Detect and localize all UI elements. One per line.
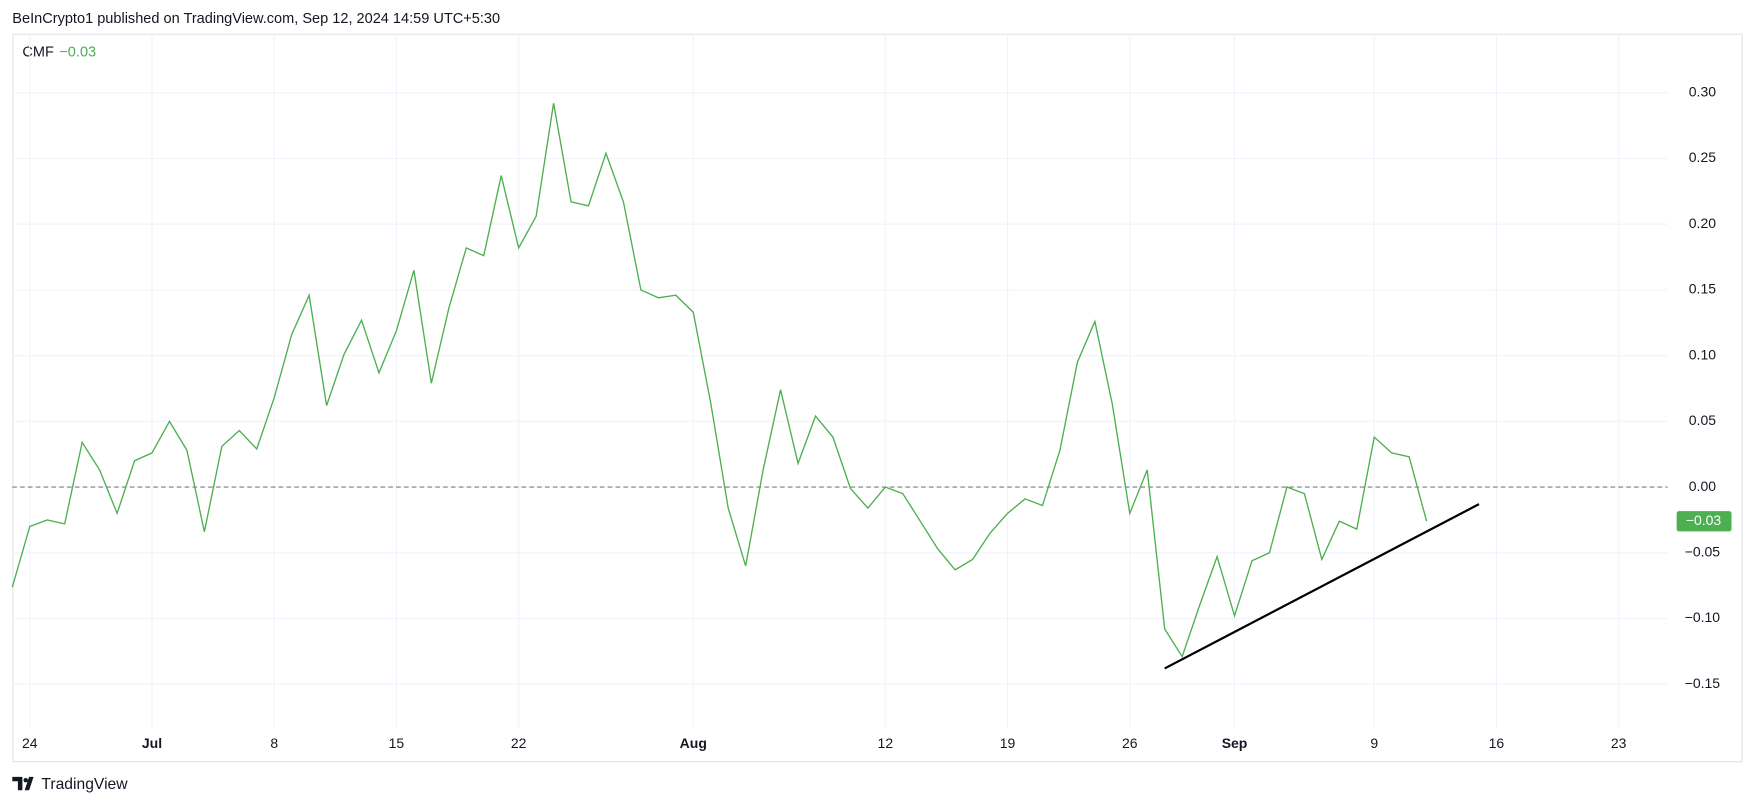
- footer-logo: [12, 776, 34, 791]
- y-tick-label: 0.25: [1689, 149, 1716, 165]
- x-tick-label: Jul: [142, 735, 162, 751]
- x-tick-label: 12: [878, 735, 894, 751]
- indicator-value: −0.03: [59, 45, 96, 61]
- y-tick-label: 0.00: [1689, 478, 1716, 494]
- x-tick-label: 23: [1611, 735, 1627, 751]
- x-tick-label: 22: [511, 735, 527, 751]
- indicator-name: CMF: [22, 45, 54, 61]
- x-tick-label: 9: [1370, 735, 1378, 751]
- y-tick-label: −0.15: [1685, 675, 1721, 691]
- y-tick-label: −0.05: [1685, 543, 1721, 559]
- x-tick-label: 24: [22, 735, 38, 751]
- last-value-badge: [1676, 511, 1732, 532]
- x-tick-label: Sep: [1222, 735, 1248, 751]
- x-tick-label: 8: [270, 735, 278, 751]
- last-value-label: −0.03: [1686, 512, 1722, 528]
- x-tick-label: 26: [1122, 735, 1138, 751]
- y-tick-label: −0.10: [1685, 609, 1721, 625]
- x-tick-label: Aug: [680, 735, 707, 751]
- y-tick-label: 0.15: [1689, 281, 1716, 297]
- y-tick-label: 0.20: [1689, 215, 1716, 231]
- footer-brand: TradingView: [41, 776, 128, 793]
- trend-line: [1164, 503, 1480, 670]
- y-tick-label: 0.10: [1689, 346, 1716, 362]
- y-tick-label: 0.05: [1689, 412, 1716, 428]
- publish-header: BeInCrypto1 published on TradingView.com…: [12, 11, 500, 27]
- x-tick-label: 16: [1489, 735, 1505, 751]
- y-tick-label: 0.30: [1689, 83, 1716, 99]
- x-tick-label: 19: [1000, 735, 1016, 751]
- x-tick-label: 15: [389, 735, 405, 751]
- chart-frame: [12, 33, 1743, 763]
- cmf-line: [11, 103, 1428, 659]
